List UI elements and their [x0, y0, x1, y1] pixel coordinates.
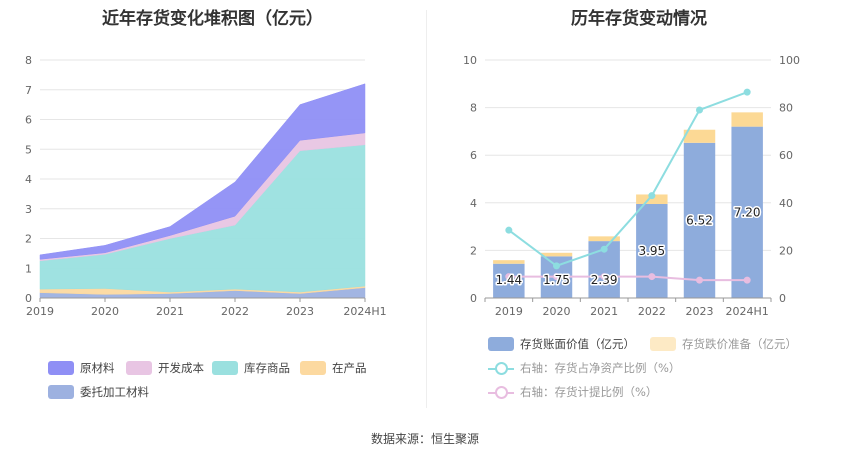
- legend-label: 存货跌价准备（亿元）: [682, 337, 797, 351]
- bar-data-label: 3.95: [638, 244, 665, 258]
- x-tick-label: 2022: [221, 305, 249, 318]
- legend-item[interactable]: 右轴：存货占净资产比例（%）: [488, 360, 680, 376]
- x-tick-label: 2023: [286, 305, 314, 318]
- left-chart-title: 近年存货变化堆积图（亿元）: [102, 9, 323, 29]
- right-y-tick-label: 0: [779, 292, 786, 305]
- bar-line-panel: 历年存货变动情况 0 2 4 6 8 10 0 20 40 60 80 100 2019 2020 2021…: [428, 0, 850, 410]
- line-point: [505, 226, 513, 234]
- legend-line-swatch: [488, 361, 514, 375]
- legend-swatch: [300, 361, 326, 375]
- y-tick-label: 5: [25, 143, 32, 156]
- left-y-tick-label: 8: [470, 102, 477, 115]
- legend-swatch: [650, 337, 676, 351]
- left-y-tick-label: 2: [470, 244, 477, 257]
- y-tick-label: 7: [25, 84, 32, 97]
- legend-item[interactable]: 存货账面价值（亿元）: [488, 336, 635, 352]
- legend-label: 存货账面价值（亿元）: [520, 337, 635, 351]
- x-tick-label: 2024H1: [343, 305, 386, 318]
- y-tick-label: 4: [25, 173, 32, 186]
- bar-data-label: 7.20: [734, 205, 761, 219]
- legend-item[interactable]: 存货跌价准备（亿元）: [650, 336, 797, 352]
- bar-book-value: [683, 142, 716, 298]
- stacked-area-chart: 0 1 2 3 4 5 6 7 8 2019 2020 2021 2022 2023 2024H1: [25, 54, 387, 318]
- right-y-tick-label: 40: [779, 197, 793, 210]
- bar-impairment: [683, 129, 716, 143]
- line-point: [648, 192, 656, 200]
- line-point: [743, 88, 751, 96]
- source-note: 数据来源：恒生聚源: [370, 432, 479, 446]
- legend-swatch: [48, 385, 74, 399]
- legend-swatch: [212, 361, 238, 375]
- line-point: [648, 273, 656, 281]
- line-point: [696, 276, 703, 284]
- legend-label: 库存商品: [244, 361, 290, 375]
- legend-label: 原材料: [80, 361, 115, 375]
- y-tick-label: 0: [25, 292, 32, 305]
- x-tick-label: 2021: [590, 305, 618, 318]
- line-point: [600, 245, 608, 253]
- x-tick-label: 2020: [543, 305, 571, 318]
- left-y-tick-label: 10: [463, 54, 477, 67]
- legend-item[interactable]: 委托加工材料: [48, 384, 149, 400]
- panel-divider: [426, 10, 427, 408]
- y-tick-label: 8: [25, 54, 32, 67]
- legend-item[interactable]: 开发成本: [126, 360, 204, 376]
- series-line: [508, 275, 748, 282]
- legend-swatch: [126, 361, 152, 375]
- legend-line-swatch: [488, 385, 514, 399]
- bar-book-value: [731, 126, 763, 298]
- right-chart-title: 历年存货变动情况: [571, 9, 707, 29]
- left-y-tick-label: 0: [470, 292, 477, 305]
- legend-label: 开发成本: [158, 361, 204, 375]
- line-point: [600, 273, 608, 281]
- line-point: [553, 262, 560, 270]
- bar-impairment: [540, 252, 573, 257]
- stacked-area-panel: 近年存货变化堆积图（亿元） 0 1 2 3 4 5 6 7 8 2019 2020 2021 2022 2…: [0, 0, 425, 410]
- bar-book-value: [493, 263, 525, 298]
- x-tick-label: 2019: [26, 305, 54, 318]
- right-y-tick-label: 100: [779, 54, 800, 67]
- legend-item[interactable]: 库存商品: [212, 360, 290, 376]
- y-tick-label: 2: [25, 233, 32, 246]
- legend-item[interactable]: 右轴：存货计提比例（%）: [488, 384, 657, 400]
- bar-impairment: [588, 236, 620, 242]
- line-point: [696, 106, 703, 114]
- right-y-tick-label: 80: [779, 102, 793, 115]
- legend-item[interactable]: 原材料: [48, 360, 115, 376]
- line-point: [553, 273, 560, 281]
- legend-label: 右轴：存货计提比例（%）: [520, 385, 658, 399]
- legend-label: 右轴：存货占净资产比例（%）: [520, 361, 681, 375]
- legend-label: 委托加工材料: [80, 385, 149, 399]
- right-y-tick-label: 20: [779, 244, 793, 257]
- legend-label: 在产品: [332, 361, 367, 375]
- y-tick-label: 1: [25, 262, 32, 275]
- x-tick-label: 2024H1: [726, 305, 769, 318]
- bar-impairment: [493, 260, 525, 264]
- bar-data-label: 1.44: [495, 273, 522, 287]
- legend-swatch: [48, 361, 74, 375]
- left-y-tick-label: 4: [470, 197, 477, 210]
- x-tick-label: 2023: [686, 305, 714, 318]
- x-tick-label: 2020: [91, 305, 119, 318]
- legend-item[interactable]: 在产品: [300, 360, 367, 376]
- left-y-tick-label: 6: [470, 149, 477, 162]
- bar-data-label: 2.39: [591, 273, 618, 287]
- line-point: [505, 273, 513, 281]
- bar-data-label: 1.75: [543, 273, 570, 287]
- line-point: [743, 276, 751, 284]
- y-tick-label: 3: [25, 203, 32, 216]
- legend-swatch: [488, 337, 514, 351]
- x-tick-label: 2021: [156, 305, 184, 318]
- area-原材料: [39, 83, 366, 260]
- bar-impairment: [731, 112, 763, 127]
- series-line: [508, 91, 748, 267]
- y-tick-label: 6: [25, 114, 32, 127]
- bar-book-value: [636, 203, 668, 298]
- bar-impairment: [636, 194, 668, 204]
- x-tick-label: 2022: [638, 305, 666, 318]
- right-y-tick-label: 60: [779, 149, 793, 162]
- bar-data-label: 6.52: [686, 213, 713, 227]
- x-tick-label: 2019: [495, 305, 523, 318]
